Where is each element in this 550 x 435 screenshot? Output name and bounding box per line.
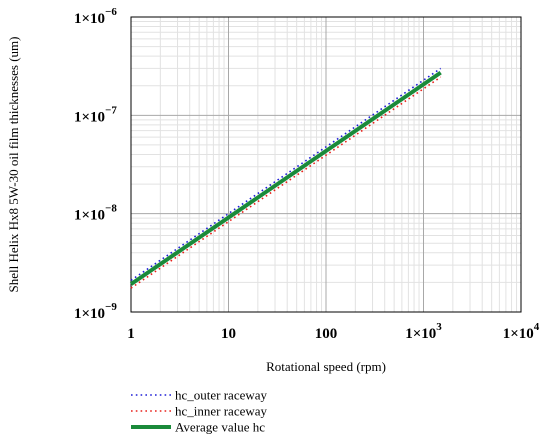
series-layer bbox=[129, 67, 442, 289]
x-tick-labels: 1 10 100 1×103 1×104 bbox=[127, 321, 540, 342]
legend-label: hc_outer raceway bbox=[175, 388, 268, 403]
legend-label: hc_inner raceway bbox=[175, 404, 268, 419]
x-tick-label: 100 bbox=[315, 326, 338, 342]
x-tick-label: 10 bbox=[221, 326, 236, 342]
x-tick-label: 1 bbox=[127, 326, 135, 342]
major-grid bbox=[131, 17, 521, 312]
y-tick-label: 1×10−6 bbox=[74, 6, 117, 27]
series-line-3 bbox=[129, 70, 442, 286]
x-axis-title: Rotational speed (rpm) bbox=[266, 359, 386, 374]
legend-label: Average value hc bbox=[175, 420, 265, 435]
y-tick-label: 1×10−7 bbox=[74, 104, 117, 125]
series-line-1 bbox=[130, 67, 442, 281]
x-tick-label: 1×104 bbox=[503, 321, 540, 342]
series-line-2 bbox=[130, 76, 442, 289]
y-tick-label: 1×10−8 bbox=[74, 203, 117, 224]
y-tick-labels: 1×10−9 1×10−8 1×10−7 1×10−6 bbox=[74, 6, 117, 322]
x-tick-label: 1×103 bbox=[405, 321, 442, 342]
y-axis-title: Shell Helix Hx8 5W-30 oil film thickness… bbox=[6, 37, 21, 293]
plot-frame bbox=[130, 16, 522, 313]
y-tick-label: 1×10−9 bbox=[74, 301, 117, 322]
